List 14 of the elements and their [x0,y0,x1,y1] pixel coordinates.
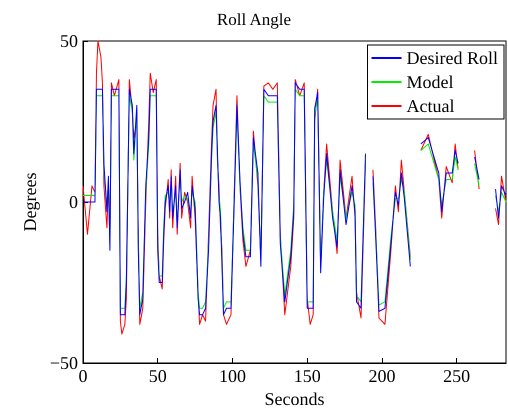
x-axis-title: Seconds [264,388,324,409]
x-tick-label: 50 [148,366,167,386]
x-tick-label: 250 [443,366,470,386]
x-tick-label: 150 [294,366,321,386]
legend-label: Desired Roll [406,48,498,68]
legend-label: Model [406,72,454,92]
y-tick-label: 50 [60,31,78,51]
y-tick-label: 0 [69,192,78,212]
y-axis-title: Degrees [20,172,40,232]
x-tick-label: 200 [368,366,396,386]
legend-label: Actual [406,96,454,116]
x-tick-label: 100 [218,366,246,386]
chart-title: Roll Angle [216,10,292,29]
y-tick-label: −50 [50,353,78,373]
